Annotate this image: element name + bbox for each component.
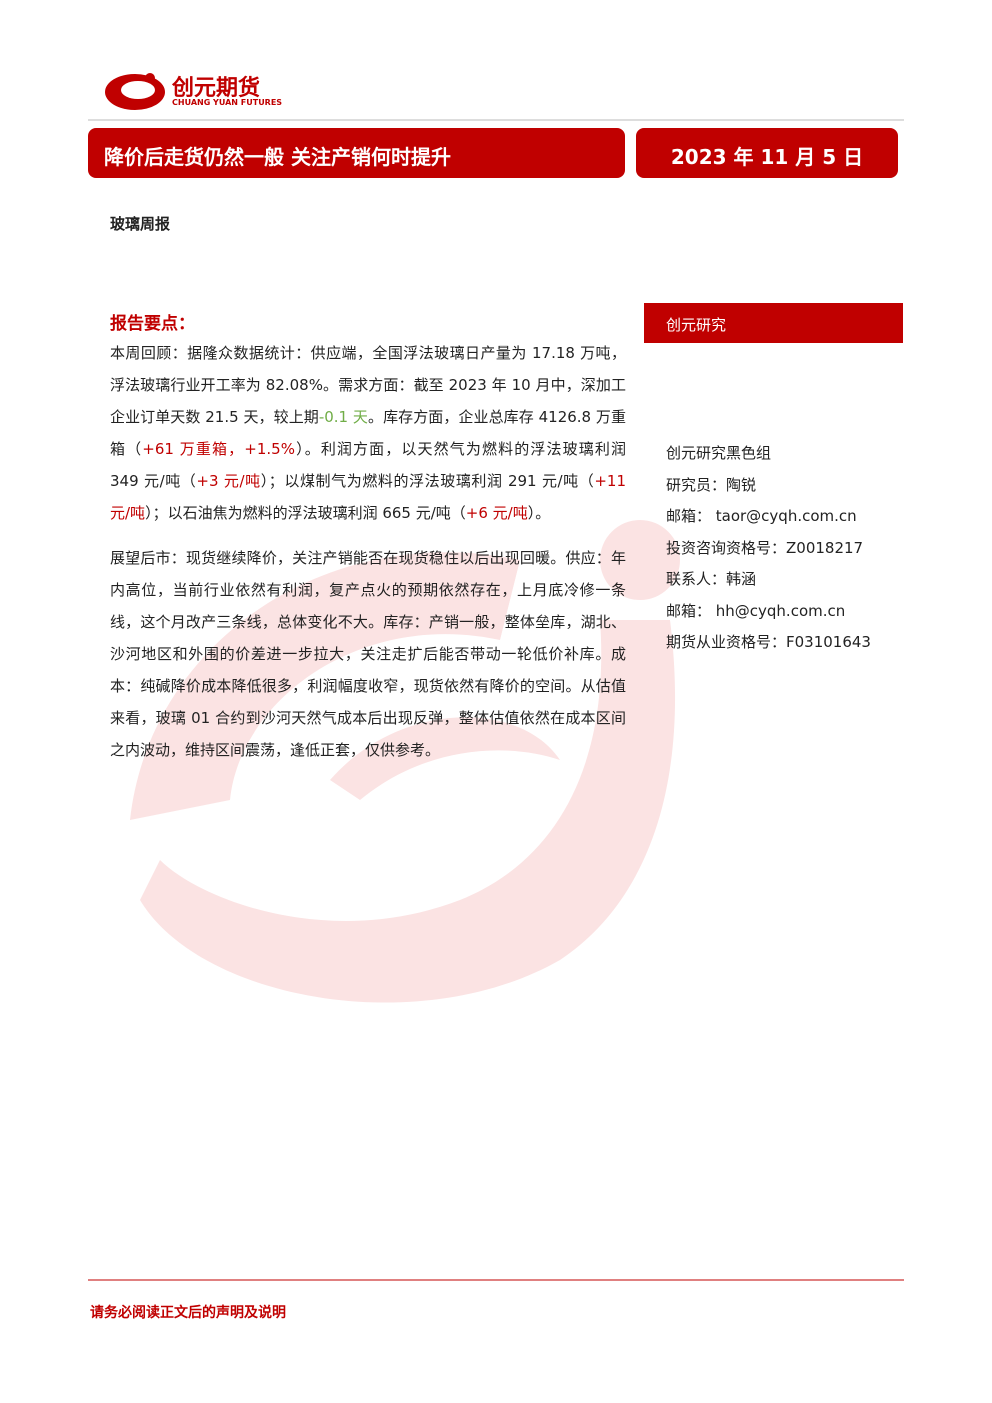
text-run: +6 元/吨: [465, 504, 528, 522]
sidebar-heading: 创元研究: [666, 316, 727, 334]
footer-note: 请务必阅读正文后的声明及说明: [90, 1305, 286, 1321]
watermark: [130, 520, 680, 1003]
contact-line: 期货从业资格号：F03101643: [666, 633, 871, 651]
key-points: 本周回顾：据隆众数据统计：供应端，全国浮法玻璃日产量为 17.18 万吨，浮法玻…: [110, 337, 626, 779]
text-run: 。库存方面，企业总库存 4126.8 万重箱（: [110, 408, 626, 458]
text-run: ）；以煤制气为燃料的浮法玻璃利润 291 元/吨（: [260, 472, 595, 490]
logo-name: 创元期货: [172, 76, 261, 101]
text-run: -0.1 天: [318, 408, 369, 426]
contact-line: 创元研究黑色组: [666, 444, 772, 462]
contact-line: 研究员：陶锐: [666, 475, 757, 494]
text-run: +61 万重箱，+1.5%: [142, 440, 295, 458]
paragraph: 展望后市：现货继续降价，关注产销能否在现货稳住以后出现回暖。供应：年内高位，当前…: [110, 542, 626, 766]
text-run: +11 元/吨: [110, 472, 627, 522]
date-box: [636, 128, 898, 178]
sidebar-bar: [644, 303, 903, 343]
text-run: ）；以石油焦为燃料的浮法玻璃利润 665 元/吨（: [145, 504, 466, 522]
text-run: 展望后市：现货继续降价，关注产销能否在现货稳住以后出现回暖。供应：年内高位，当前…: [110, 549, 626, 759]
paragraph: 本周回顾：据隆众数据统计：供应端，全国浮法玻璃日产量为 17.18 万吨，浮法玻…: [110, 337, 626, 529]
text-run: ）。利润方面，以天然气为燃料的浮法玻璃利润 349 元/吨（: [110, 440, 626, 490]
text-run: ）。: [527, 504, 551, 522]
text-run: 本周回顾：据隆众数据统计：供应端，全国浮法玻璃日产量为 17.18 万吨，浮法玻…: [110, 344, 626, 426]
contacts: 创元研究黑色组 研究员：陶锐邮箱： taor@cyqh.com.cn 投资咨询资格号…: [666, 438, 871, 659]
key-points-heading: 报告要点：: [110, 314, 195, 334]
contact-line: 邮箱： hh@cyqh.com.cn: [666, 601, 846, 620]
contact-line: 联系人：韩涵: [666, 570, 757, 588]
logo-name-en: CHUANG YUAN FUTURES: [172, 98, 283, 107]
logo-mark: [105, 73, 165, 110]
text-run: +3 元/吨: [196, 472, 261, 490]
title-box: [88, 128, 625, 178]
report-title: 降价后走货仍然一般 关注产销何时提升: [104, 145, 451, 169]
contact-line: 投资咨询资格号：Z0018217: [666, 538, 864, 557]
contact-line: 邮箱： taor@cyqh.com.cn: [666, 507, 857, 525]
report-date: 2023 年 11 月 5 日: [670, 145, 864, 169]
report-type: 玻璃周报: [110, 215, 171, 233]
